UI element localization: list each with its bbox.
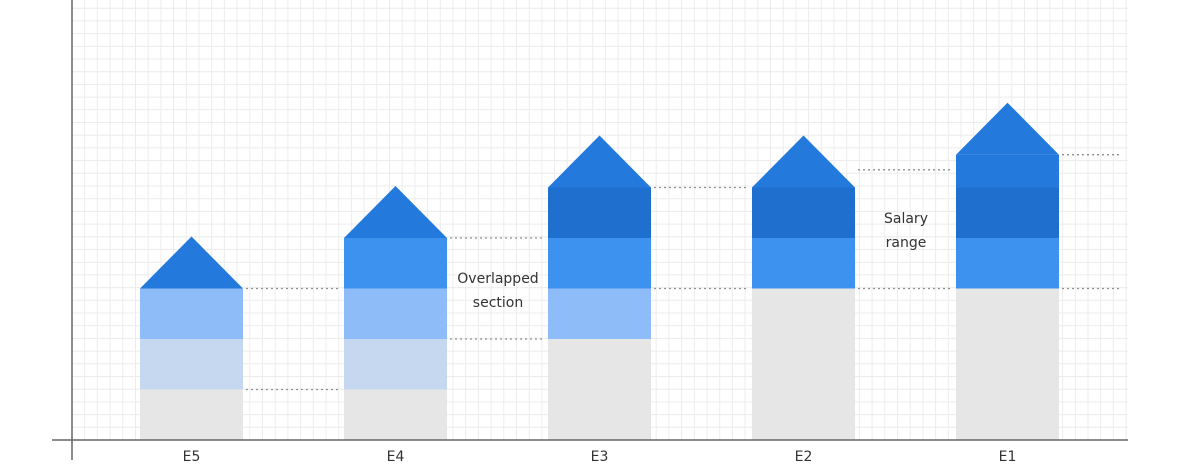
bar-segment-band4 [752,187,855,238]
bar-segment-band4 [548,187,651,238]
bar-segment-band3 [956,238,1059,289]
bar-segment-band3 [344,238,447,289]
annotation-overlap-line1: Overlapped [457,271,538,287]
bar-segment-band1 [140,339,243,390]
bar-segment-band2 [344,288,447,339]
bar-group-e3 [548,135,651,440]
bar-segment-band1 [344,339,447,390]
bar-segment-band4 [956,187,1059,238]
bar-segment-base [140,389,243,440]
guide-lines [246,154,1122,391]
bar-segment-base [956,288,1059,440]
bars [140,102,1059,440]
bar-group-e4 [344,186,447,440]
bar-segment-band3 [548,238,651,289]
bar-segment-band5 [956,154,1059,188]
annotation-overlap-line2: section [473,295,523,311]
x-tick-label-e3: E3 [591,449,609,465]
bar-roof [140,236,243,289]
x-tick-label-e4: E4 [387,449,405,465]
bar-roof [344,186,447,238]
bar-group-e5 [140,236,243,440]
x-tick-labels: E5 E4 E3 E2 E1 [183,449,1017,465]
x-tick-label-e2: E2 [795,449,813,465]
axes [52,0,1128,460]
bar-roof [752,135,855,188]
bar-group-e1 [956,102,1059,440]
x-tick-label-e1: E1 [999,449,1017,465]
bar-segment-base [344,389,447,440]
x-tick-label-e5: E5 [183,449,201,465]
bar-segment-base [548,339,651,440]
bar-segment-band2 [140,288,243,339]
bar-segment-band2 [548,288,651,339]
annotation-salary-line2: range [886,235,927,251]
bar-segment-band3 [752,238,855,289]
bar-roof [956,102,1059,155]
bar-group-e2 [752,135,855,440]
bar-roof [548,135,651,188]
annotation-salary-line1: Salary [884,211,928,227]
bar-segment-base [752,288,855,440]
